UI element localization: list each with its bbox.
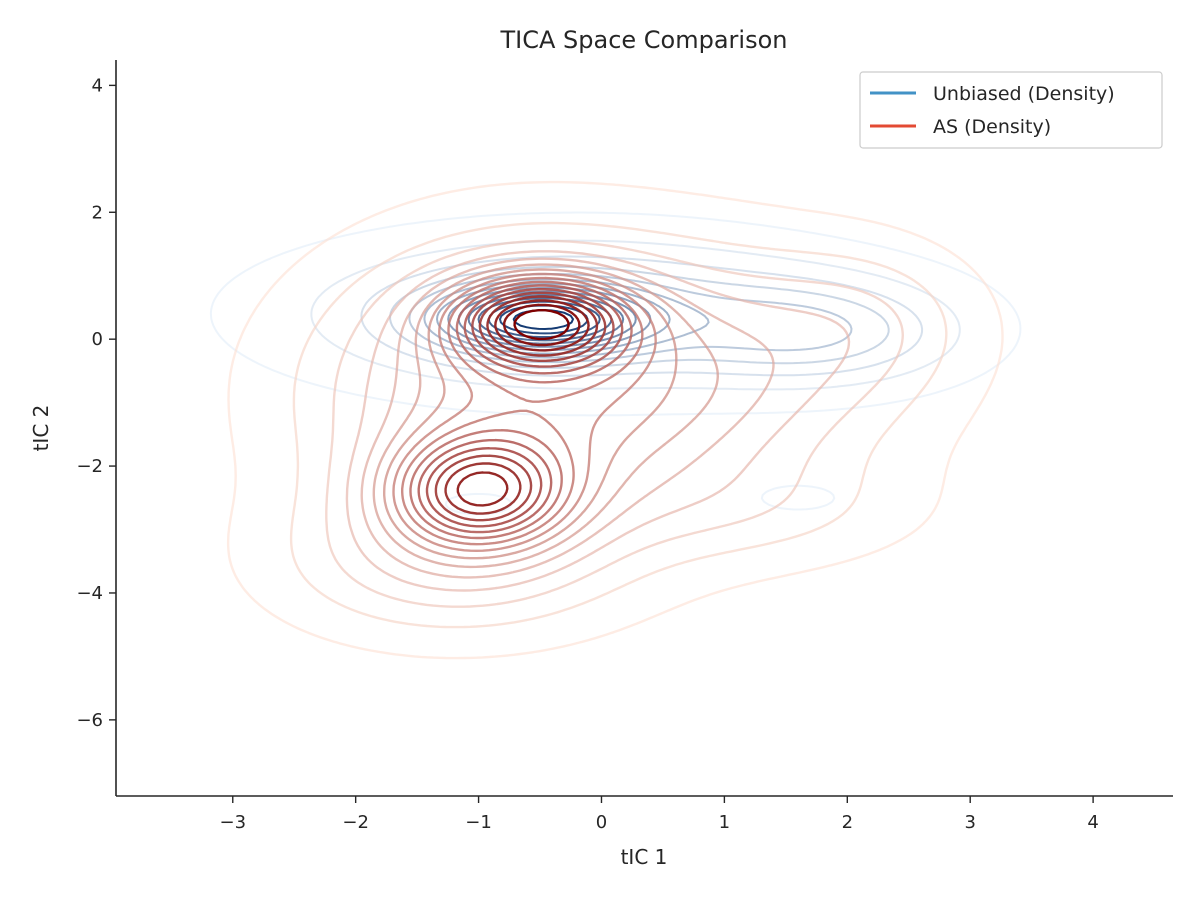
y-tick-label: 2 [92,202,103,223]
y-tick-label: −2 [76,456,103,477]
y-tick-label: 4 [92,75,103,96]
x-tick-label: 2 [842,812,853,833]
x-tick-label: 4 [1087,812,1098,833]
x-ticks: −3 −2 −1 0 1 2 3 4 [219,796,1099,833]
unbiased-contour-level [360,255,924,377]
x-tick-label: −2 [342,812,369,833]
x-tick-label: 0 [596,812,607,833]
legend-box [859,71,1163,149]
as-contour-level [503,303,581,347]
legend-label-unbiased: Unbiased (Density) [933,83,1115,105]
as-contour-level [325,239,904,608]
x-tick-label: 1 [719,812,730,833]
as-contour-level [513,309,570,341]
as-contour-level [425,288,615,528]
as-contour-level [360,257,775,579]
x-tick-label: −3 [219,812,246,833]
y-ticks: −6 −4 −2 0 2 4 [76,75,116,731]
as-contour-level [401,276,644,546]
x-axis-label: tIC 1 [621,845,668,869]
as-contour-level [226,180,1004,660]
y-tick-label: −6 [76,710,103,731]
x-tick-label: 3 [964,812,975,833]
as-contour-level [345,250,851,592]
unbiased-density-contours [209,211,1022,516]
as-contour-level [434,291,607,522]
unbiased-contour-level [209,211,1022,516]
as-contour-level [392,272,657,552]
x-tick-label: −1 [465,812,492,833]
as-contour-level [409,280,633,540]
legend-label-as: AS (Density) [933,116,1051,138]
unbiased-contour-level [512,309,574,330]
y-tick-label: −4 [76,583,103,604]
y-axis-label: tIC 2 [29,405,53,452]
as-density-contours [226,180,1004,660]
as-contour-level [289,221,948,629]
as-contour-level [456,299,590,507]
as-contour-level [444,295,599,515]
as-contour-level [383,268,678,560]
as-contour-level [417,284,624,534]
y-tick-label: 0 [92,329,103,350]
as-contour-level [372,263,719,569]
chart-title: TICA Space Comparison [499,26,787,54]
axes: −3 −2 −1 0 1 2 3 4 −6 −4 −2 0 2 4 [76,60,1173,833]
legend: Unbiased (Density) AS (Density) [859,71,1163,149]
